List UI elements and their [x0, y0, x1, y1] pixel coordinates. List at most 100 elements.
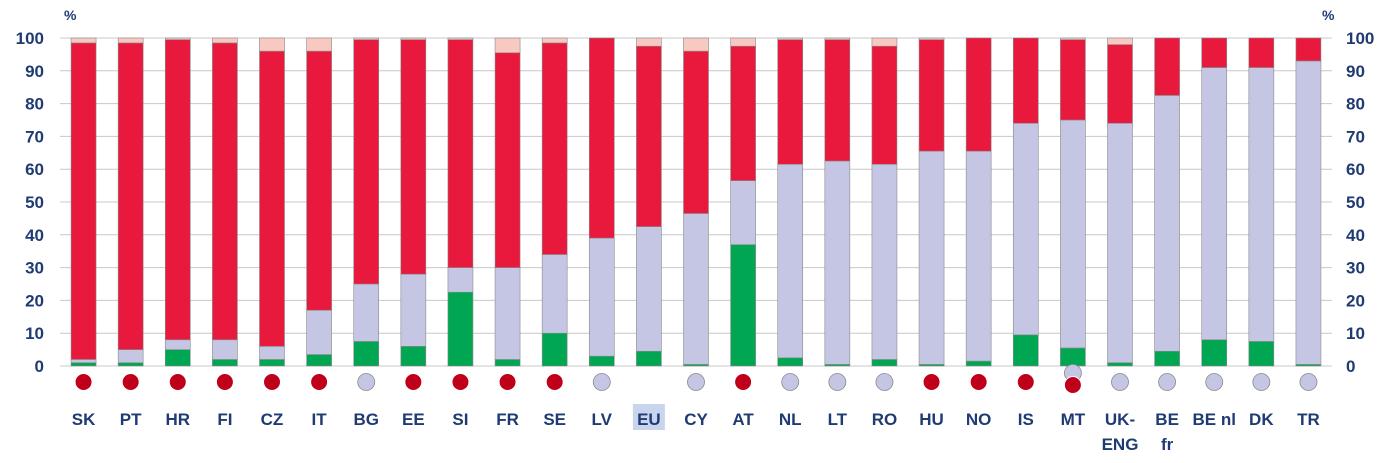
- bar-segment: [636, 350, 662, 367]
- category-label: HU: [919, 410, 944, 429]
- y-tick-label-left: 60: [25, 160, 44, 179]
- category-label: IS: [1018, 410, 1034, 429]
- bar-segment: [1060, 347, 1086, 367]
- bar-segment: [636, 45, 662, 227]
- bar-segment: [1248, 341, 1275, 367]
- marker-filled-dot: [922, 373, 941, 391]
- bar-segment: [306, 50, 332, 311]
- bar-segment: [1060, 39, 1086, 121]
- y-tick-label-right: 60: [1346, 160, 1365, 179]
- bar-segment: [1295, 60, 1322, 365]
- category-label: NL: [779, 410, 802, 429]
- y-tick-label-right: 80: [1346, 95, 1365, 114]
- category-label: SK: [72, 410, 96, 429]
- category-label: BE: [1155, 410, 1179, 429]
- category-label: ENG: [1102, 435, 1139, 454]
- bar-segment: [541, 42, 568, 255]
- bar-segment: [400, 39, 427, 275]
- bar-segment: [117, 42, 144, 350]
- marker-filled-dot: [969, 373, 988, 391]
- y-tick-label-left: 40: [25, 226, 44, 245]
- bar-segment: [1060, 119, 1086, 349]
- bar-segment: [259, 346, 285, 360]
- category-label: SE: [543, 410, 566, 429]
- bar-segment: [1012, 37, 1039, 124]
- bar-segment: [212, 42, 238, 341]
- bar-segment: [400, 37, 427, 40]
- bar-segment: [494, 267, 521, 360]
- marker-filled-dot: [498, 373, 517, 391]
- bar-segment: [730, 45, 756, 181]
- bar-segment: [259, 359, 285, 367]
- left-y-tick-labels: 0 10 20 30 40 50 60 70 80 90 100: [16, 29, 44, 376]
- bar-segment: [1012, 334, 1039, 367]
- y-tick-label-right: 30: [1346, 259, 1365, 278]
- y-tick-label-right: 40: [1346, 226, 1365, 245]
- bar-segment: [306, 309, 332, 355]
- bar-segment: [353, 37, 380, 40]
- marker-open-dot: [875, 373, 894, 391]
- bar-segment: [494, 37, 521, 54]
- marker-filled-dot: [121, 373, 140, 391]
- bar-segment: [400, 346, 427, 367]
- bar-segment: [259, 50, 285, 347]
- y-tick-label-left: 20: [25, 291, 44, 310]
- bar-segment: [965, 150, 992, 362]
- bar-segment: [447, 267, 474, 293]
- bar-segment: [117, 362, 144, 367]
- y-tick-label-left: 80: [25, 95, 44, 114]
- marker-filled-dot: [168, 373, 187, 391]
- category-labels: SK PT HR FI CZ IT BG EE SI FR SE LV EU CY AT NL LT RO HU NO…: [72, 404, 1320, 454]
- y-tick-label-right: 50: [1346, 193, 1365, 212]
- category-label: FR: [496, 410, 519, 429]
- category-label: BG: [353, 410, 379, 429]
- bar-segment: [683, 50, 709, 214]
- bar-segment: [824, 37, 851, 40]
- marker-open-dot: [1205, 373, 1224, 391]
- bar-segment: [730, 180, 756, 245]
- bar-segment: [730, 244, 756, 367]
- bar-segment: [871, 45, 898, 165]
- category-label: fr: [1161, 435, 1174, 454]
- bar-segment: [400, 273, 427, 347]
- bar-segment: [1107, 37, 1133, 45]
- bar-segment: [541, 332, 568, 367]
- bar-segment: [1012, 122, 1039, 336]
- category-label: IT: [312, 410, 328, 429]
- bar-segment: [588, 237, 615, 357]
- bar-segment: [164, 37, 191, 40]
- y-tick-label-right: 100: [1346, 29, 1374, 48]
- bar-segment: [777, 163, 804, 359]
- category-label: EU: [637, 410, 661, 429]
- marker-filled-dot: [734, 373, 753, 391]
- marker-filled-dot: [74, 373, 93, 391]
- bars: [70, 37, 1322, 367]
- bar-segment: [588, 37, 615, 239]
- marker-open-dot: [687, 373, 705, 391]
- y-tick-label-left: 70: [25, 127, 44, 146]
- bar-segment: [164, 339, 191, 350]
- bar-segment: [965, 37, 992, 152]
- y-tick-label-right: 10: [1346, 324, 1365, 343]
- bar-segment: [353, 39, 380, 285]
- bar-segment: [1154, 37, 1180, 96]
- bar-segment: [494, 52, 521, 268]
- bar-segment: [636, 226, 662, 352]
- marker-filled-dot: [404, 373, 423, 391]
- bar-segment: [117, 37, 144, 44]
- bar-segment: [70, 362, 97, 367]
- bar-segment: [212, 359, 238, 367]
- bar-segment: [447, 39, 474, 268]
- category-label: NO: [966, 410, 992, 429]
- marker-open-dot: [1299, 373, 1318, 391]
- bar-segment: [871, 37, 898, 47]
- bar-segment: [871, 359, 898, 367]
- bar-segment: [636, 37, 662, 47]
- bar-segment: [1201, 37, 1228, 68]
- bar-segment: [353, 283, 380, 342]
- bar-segment: [212, 37, 238, 44]
- bar-segment: [70, 359, 97, 364]
- bar-segment: [1201, 67, 1228, 341]
- marker-open-dot: [1111, 373, 1129, 391]
- bar-segment: [212, 339, 238, 360]
